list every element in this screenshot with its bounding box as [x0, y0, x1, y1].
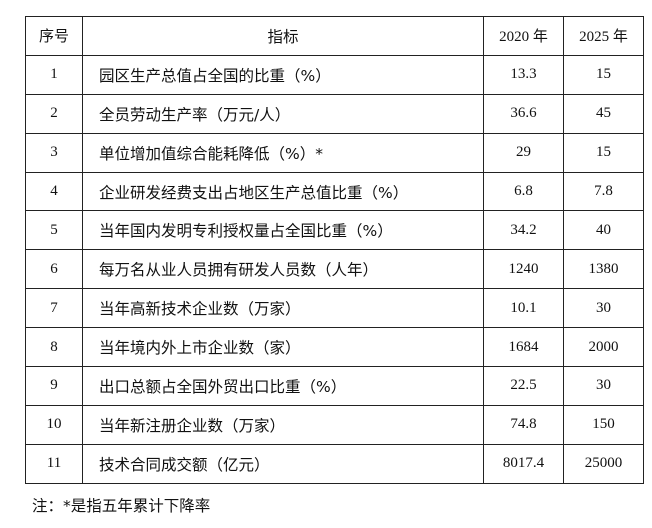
row-value-2020: 10.1 — [483, 288, 564, 329]
row-indicator: 当年高新技术企业数（万家） — [82, 288, 484, 329]
row-value-2025: 15 — [563, 54, 644, 95]
table-row: 8 当年境内外上市企业数（家） 1684 2000 — [25, 327, 644, 368]
row-value-2020: 6.8 — [483, 171, 564, 212]
table-row: 9 出口总额占全国外贸出口比重（%） 22.5 30 — [25, 366, 644, 406]
row-value-2025: 30 — [563, 366, 644, 406]
table-row: 11 技术合同成交额（亿元） 8017.4 25000 — [25, 443, 644, 484]
row-indicator: 企业研发经费支出占地区生产总值比重（%） — [82, 171, 484, 212]
header-indicator: 指标 — [82, 16, 484, 56]
row-value-2025: 40 — [563, 210, 644, 251]
row-number: 4 — [25, 171, 83, 212]
row-number: 2 — [25, 93, 83, 134]
row-number: 7 — [25, 288, 83, 329]
table-row: 2 全员劳动生产率（万元/人） 36.6 45 — [25, 93, 644, 134]
row-value-2020: 74.8 — [483, 404, 564, 445]
row-value-2025: 45 — [563, 93, 644, 134]
table-header-row: 序号 指标 2020 年 2025 年 — [25, 16, 644, 56]
row-value-2025: 7.8 — [563, 171, 644, 212]
row-value-2025: 15 — [563, 132, 644, 173]
row-value-2020: 34.2 — [483, 210, 564, 251]
table-row: 3 单位增加值综合能耗降低（%）* 29 15 — [25, 132, 644, 173]
header-year-2025: 2025 年 — [563, 16, 644, 56]
table-row: 5 当年国内发明专利授权量占全国比重（%） 34.2 40 — [25, 210, 644, 251]
row-number: 3 — [25, 132, 83, 173]
row-value-2025: 2000 — [563, 327, 644, 368]
row-indicator: 每万名从业人员拥有研发人员数（人年） — [82, 249, 484, 290]
row-number: 5 — [25, 210, 83, 251]
row-value-2025: 150 — [563, 404, 644, 445]
row-indicator: 当年国内发明专利授权量占全国比重（%） — [82, 210, 484, 251]
row-value-2020: 13.3 — [483, 54, 564, 95]
row-number: 11 — [25, 443, 83, 484]
row-value-2020: 36.6 — [483, 93, 564, 134]
row-value-2020: 8017.4 — [483, 443, 564, 484]
indicator-table: 序号 指标 2020 年 2025 年 1 园区生产总值占全国的比重（%） 13… — [25, 16, 644, 484]
row-number: 1 — [25, 54, 83, 95]
row-value-2025: 25000 — [563, 443, 644, 484]
row-indicator: 当年境内外上市企业数（家） — [82, 327, 484, 368]
indicator-table-container: 序号 指标 2020 年 2025 年 1 园区生产总值占全国的比重（%） 13… — [25, 16, 644, 484]
row-value-2020: 1684 — [483, 327, 564, 368]
row-value-2020: 1240 — [483, 249, 564, 290]
table-row: 1 园区生产总值占全国的比重（%） 13.3 15 — [25, 54, 644, 95]
row-indicator: 园区生产总值占全国的比重（%） — [82, 54, 484, 95]
row-indicator: 出口总额占全国外贸出口比重（%） — [82, 366, 484, 406]
row-value-2020: 29 — [483, 132, 564, 173]
row-indicator: 技术合同成交额（亿元） — [82, 443, 484, 484]
header-number: 序号 — [25, 16, 83, 56]
row-value-2020: 22.5 — [483, 366, 564, 406]
row-indicator: 单位增加值综合能耗降低（%）* — [82, 132, 484, 173]
table-row: 7 当年高新技术企业数（万家） 10.1 30 — [25, 288, 644, 329]
row-value-2025: 30 — [563, 288, 644, 329]
header-year-2020: 2020 年 — [483, 16, 564, 56]
table-row: 10 当年新注册企业数（万家） 74.8 150 — [25, 404, 644, 445]
table-row: 4 企业研发经费支出占地区生产总值比重（%） 6.8 7.8 — [25, 171, 644, 212]
table-row: 6 每万名从业人员拥有研发人员数（人年） 1240 1380 — [25, 249, 644, 290]
row-number: 10 — [25, 404, 83, 445]
row-number: 8 — [25, 327, 83, 368]
row-indicator: 全员劳动生产率（万元/人） — [82, 93, 484, 134]
row-number: 6 — [25, 249, 83, 290]
row-indicator: 当年新注册企业数（万家） — [82, 404, 484, 445]
row-value-2025: 1380 — [563, 249, 644, 290]
footnote: 注：*是指五年累计下降率 — [32, 497, 211, 515]
row-number: 9 — [25, 366, 83, 406]
